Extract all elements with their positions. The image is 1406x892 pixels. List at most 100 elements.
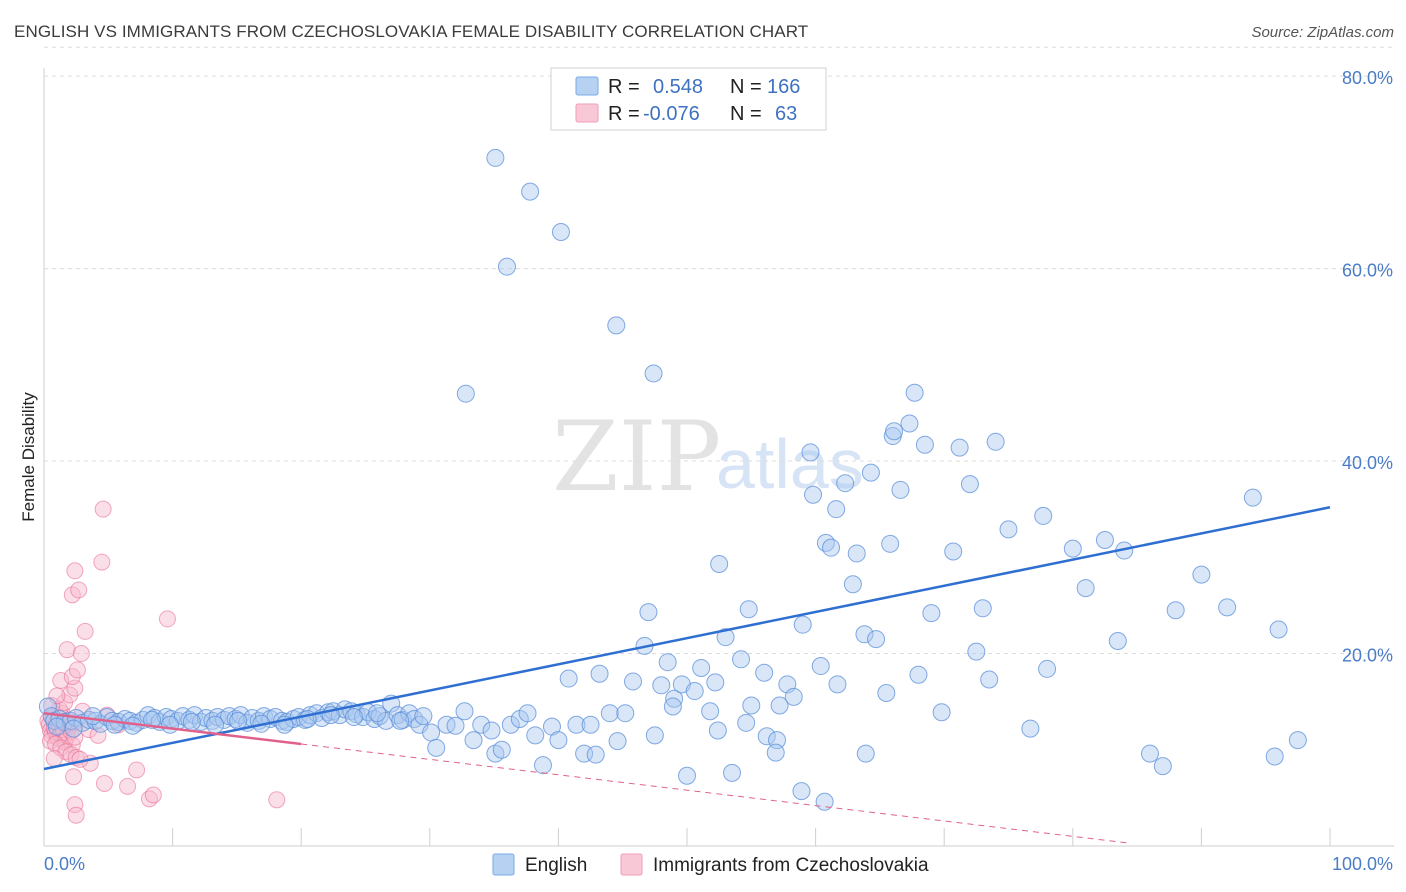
- point-english: [1076, 579, 1095, 598]
- chart-title: ENGLISH VS IMMIGRANTS FROM CZECHOSLOVAKI…: [14, 22, 809, 41]
- point-english: [492, 740, 511, 759]
- point-czechoslovakia: [158, 610, 176, 628]
- bottom-legend-english: English: [525, 855, 587, 876]
- point-czechoslovakia: [68, 661, 86, 679]
- point-czechoslovakia: [66, 562, 84, 580]
- point-english: [64, 719, 83, 738]
- point-english: [1034, 506, 1053, 525]
- point-english: [1288, 731, 1307, 750]
- legend-n-label-2: N =: [730, 103, 762, 125]
- point-english: [665, 689, 684, 708]
- point-english: [206, 715, 225, 734]
- legend-r-value-1: 0.548: [653, 76, 703, 98]
- point-english: [455, 702, 474, 721]
- point-english: [867, 630, 886, 649]
- point-english: [1218, 598, 1237, 617]
- point-english: [708, 721, 727, 740]
- bottom-legend-swatch-english: [492, 853, 515, 876]
- point-english: [497, 257, 516, 276]
- trendline-english: [43, 506, 1331, 771]
- point-czechoslovakia: [95, 774, 113, 792]
- point-english: [1108, 632, 1127, 651]
- point-english: [836, 474, 855, 493]
- point-english: [804, 485, 823, 504]
- point-czechoslovakia: [144, 786, 162, 804]
- point-english: [999, 520, 1018, 539]
- point-english: [678, 766, 696, 785]
- point-english: [792, 782, 811, 801]
- point-english: [472, 715, 491, 734]
- series-czechoslovakia-points: [39, 500, 286, 824]
- point-english: [368, 704, 387, 723]
- point-english: [639, 603, 658, 622]
- point-english: [526, 726, 545, 745]
- point-english: [521, 182, 540, 201]
- point-english: [960, 475, 979, 494]
- point-english: [1038, 659, 1057, 678]
- point-english: [980, 670, 999, 689]
- point-czechoslovakia: [65, 768, 83, 786]
- point-english: [692, 658, 711, 677]
- point-english: [739, 600, 758, 619]
- point-english: [877, 683, 896, 702]
- point-english: [973, 599, 992, 618]
- point-english: [723, 763, 742, 782]
- legend-n-value-2: 63: [775, 103, 797, 125]
- point-czechoslovakia: [119, 777, 137, 795]
- point-english: [861, 463, 880, 482]
- point-english: [1192, 565, 1211, 584]
- legend-r-value-2: -0.076: [643, 103, 700, 125]
- point-czechoslovakia: [58, 641, 76, 659]
- point-english: [1021, 719, 1040, 738]
- point-english: [414, 707, 433, 726]
- point-czechoslovakia: [89, 726, 107, 744]
- point-english: [551, 223, 570, 242]
- point-english: [856, 744, 875, 763]
- point-czechoslovakia: [67, 806, 85, 824]
- point-czechoslovakia: [76, 622, 94, 640]
- point-english: [1063, 539, 1082, 558]
- legend-r-label-1: R =: [608, 76, 640, 98]
- point-english: [143, 710, 162, 729]
- axes: [43, 68, 1394, 847]
- point-english: [944, 542, 963, 561]
- point-english: [567, 715, 586, 734]
- point-english: [891, 480, 910, 499]
- point-czechoslovakia: [268, 791, 286, 809]
- point-english: [915, 435, 934, 454]
- point-english: [732, 650, 751, 669]
- point-english: [816, 533, 835, 552]
- point-english: [685, 682, 704, 701]
- point-english: [770, 696, 789, 715]
- point-english: [1243, 488, 1262, 507]
- point-czechoslovakia: [70, 581, 88, 599]
- legend-r-label-2: R =: [608, 103, 640, 125]
- point-english: [801, 443, 820, 462]
- trendline-czechoslovakia: [43, 711, 302, 746]
- point-english: [456, 384, 475, 403]
- point-english: [83, 707, 102, 726]
- point-english: [105, 715, 124, 734]
- point-czechoslovakia: [128, 761, 146, 779]
- point-english: [47, 717, 66, 736]
- y-axis-label: Female Disability: [19, 392, 38, 522]
- point-english: [932, 703, 951, 722]
- y-tick-labels: 20.0% 40.0% 60.0% 80.0%: [1342, 68, 1393, 665]
- point-english: [501, 715, 520, 734]
- point-english: [811, 657, 830, 676]
- legend-swatch-english: [575, 76, 599, 96]
- point-english: [742, 696, 761, 715]
- trendlines: [43, 506, 1331, 844]
- y-tick-label: 60.0%: [1342, 261, 1393, 281]
- point-english: [422, 723, 441, 742]
- point-english: [652, 676, 671, 695]
- point-english: [793, 615, 812, 634]
- point-english: [716, 628, 735, 647]
- point-english: [446, 716, 465, 735]
- point-english: [710, 555, 729, 574]
- source-label: Source: ZipAtlas.com: [1251, 24, 1394, 41]
- point-english: [600, 704, 619, 723]
- x-ticks: [172, 828, 1331, 846]
- point-english: [1265, 747, 1284, 766]
- point-english: [784, 687, 803, 706]
